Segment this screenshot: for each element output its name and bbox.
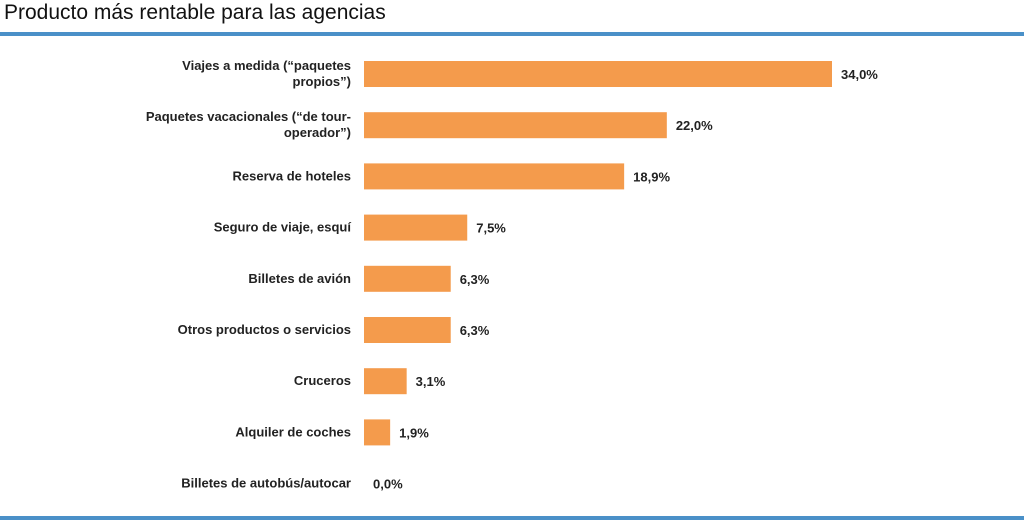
value-label: 6,3% xyxy=(460,323,490,338)
category-label-line: Cruceros xyxy=(294,373,351,388)
bar xyxy=(364,368,407,395)
bar xyxy=(364,214,468,241)
bar xyxy=(364,419,391,446)
category-label-line: Reserva de hoteles xyxy=(232,168,351,183)
value-labels: 34,0% 22,0% 18,9% 7,5% 6,3% 6,3% 3,1% 1,9% 0,0% xyxy=(373,67,878,492)
value-label: 0,0% xyxy=(373,477,403,492)
category-label: Cruceros xyxy=(294,373,351,388)
category-label-line: Seguro de viaje, esquí xyxy=(214,220,352,235)
category-label-line: Billetes de autobús/autocar xyxy=(181,476,351,491)
value-label: 1,9% xyxy=(399,425,429,440)
category-label-line: Billetes de avión xyxy=(248,271,351,286)
value-label: 6,3% xyxy=(460,272,490,287)
category-label-line: propios”) xyxy=(293,74,352,89)
category-labels: Viajes a medida (“paquetes propios”) Paque… xyxy=(146,58,352,491)
top-rule xyxy=(0,32,1024,36)
bar xyxy=(364,265,451,292)
category-label: Billetes de avión xyxy=(248,271,351,286)
bottom-rule xyxy=(0,516,1024,520)
page-title: Producto más rentable para las agencias xyxy=(4,1,386,24)
value-label: 7,5% xyxy=(476,221,506,236)
category-label-line: Paquetes vacacionales (“de tour- xyxy=(146,109,351,124)
category-label-line: Alquiler de coches xyxy=(235,424,351,439)
category-label-line: operador”) xyxy=(284,125,351,140)
value-label: 18,9% xyxy=(633,169,670,184)
category-label: Billetes de autobús/autocar xyxy=(181,476,351,491)
category-label: Seguro de viaje, esquí xyxy=(214,220,352,235)
category-label-line: Viajes a medida (“paquetes xyxy=(182,58,351,73)
value-label: 3,1% xyxy=(416,374,446,389)
category-label: Paquetes vacacionales (“de tour-operador… xyxy=(146,109,351,140)
bar xyxy=(364,61,832,87)
category-label-line: Otros productos o servicios xyxy=(178,322,351,337)
bar xyxy=(364,317,451,343)
bar xyxy=(364,112,667,139)
category-label: Alquiler de coches xyxy=(235,424,351,439)
category-label: Reserva de hoteles xyxy=(232,168,351,183)
bars xyxy=(364,61,832,446)
category-label: Viajes a medida (“paquetes propios”) xyxy=(182,58,351,89)
value-label: 34,0% xyxy=(841,67,878,82)
category-label: Otros productos o servicios xyxy=(178,322,351,337)
value-label: 22,0% xyxy=(676,118,713,133)
bar xyxy=(364,163,625,190)
